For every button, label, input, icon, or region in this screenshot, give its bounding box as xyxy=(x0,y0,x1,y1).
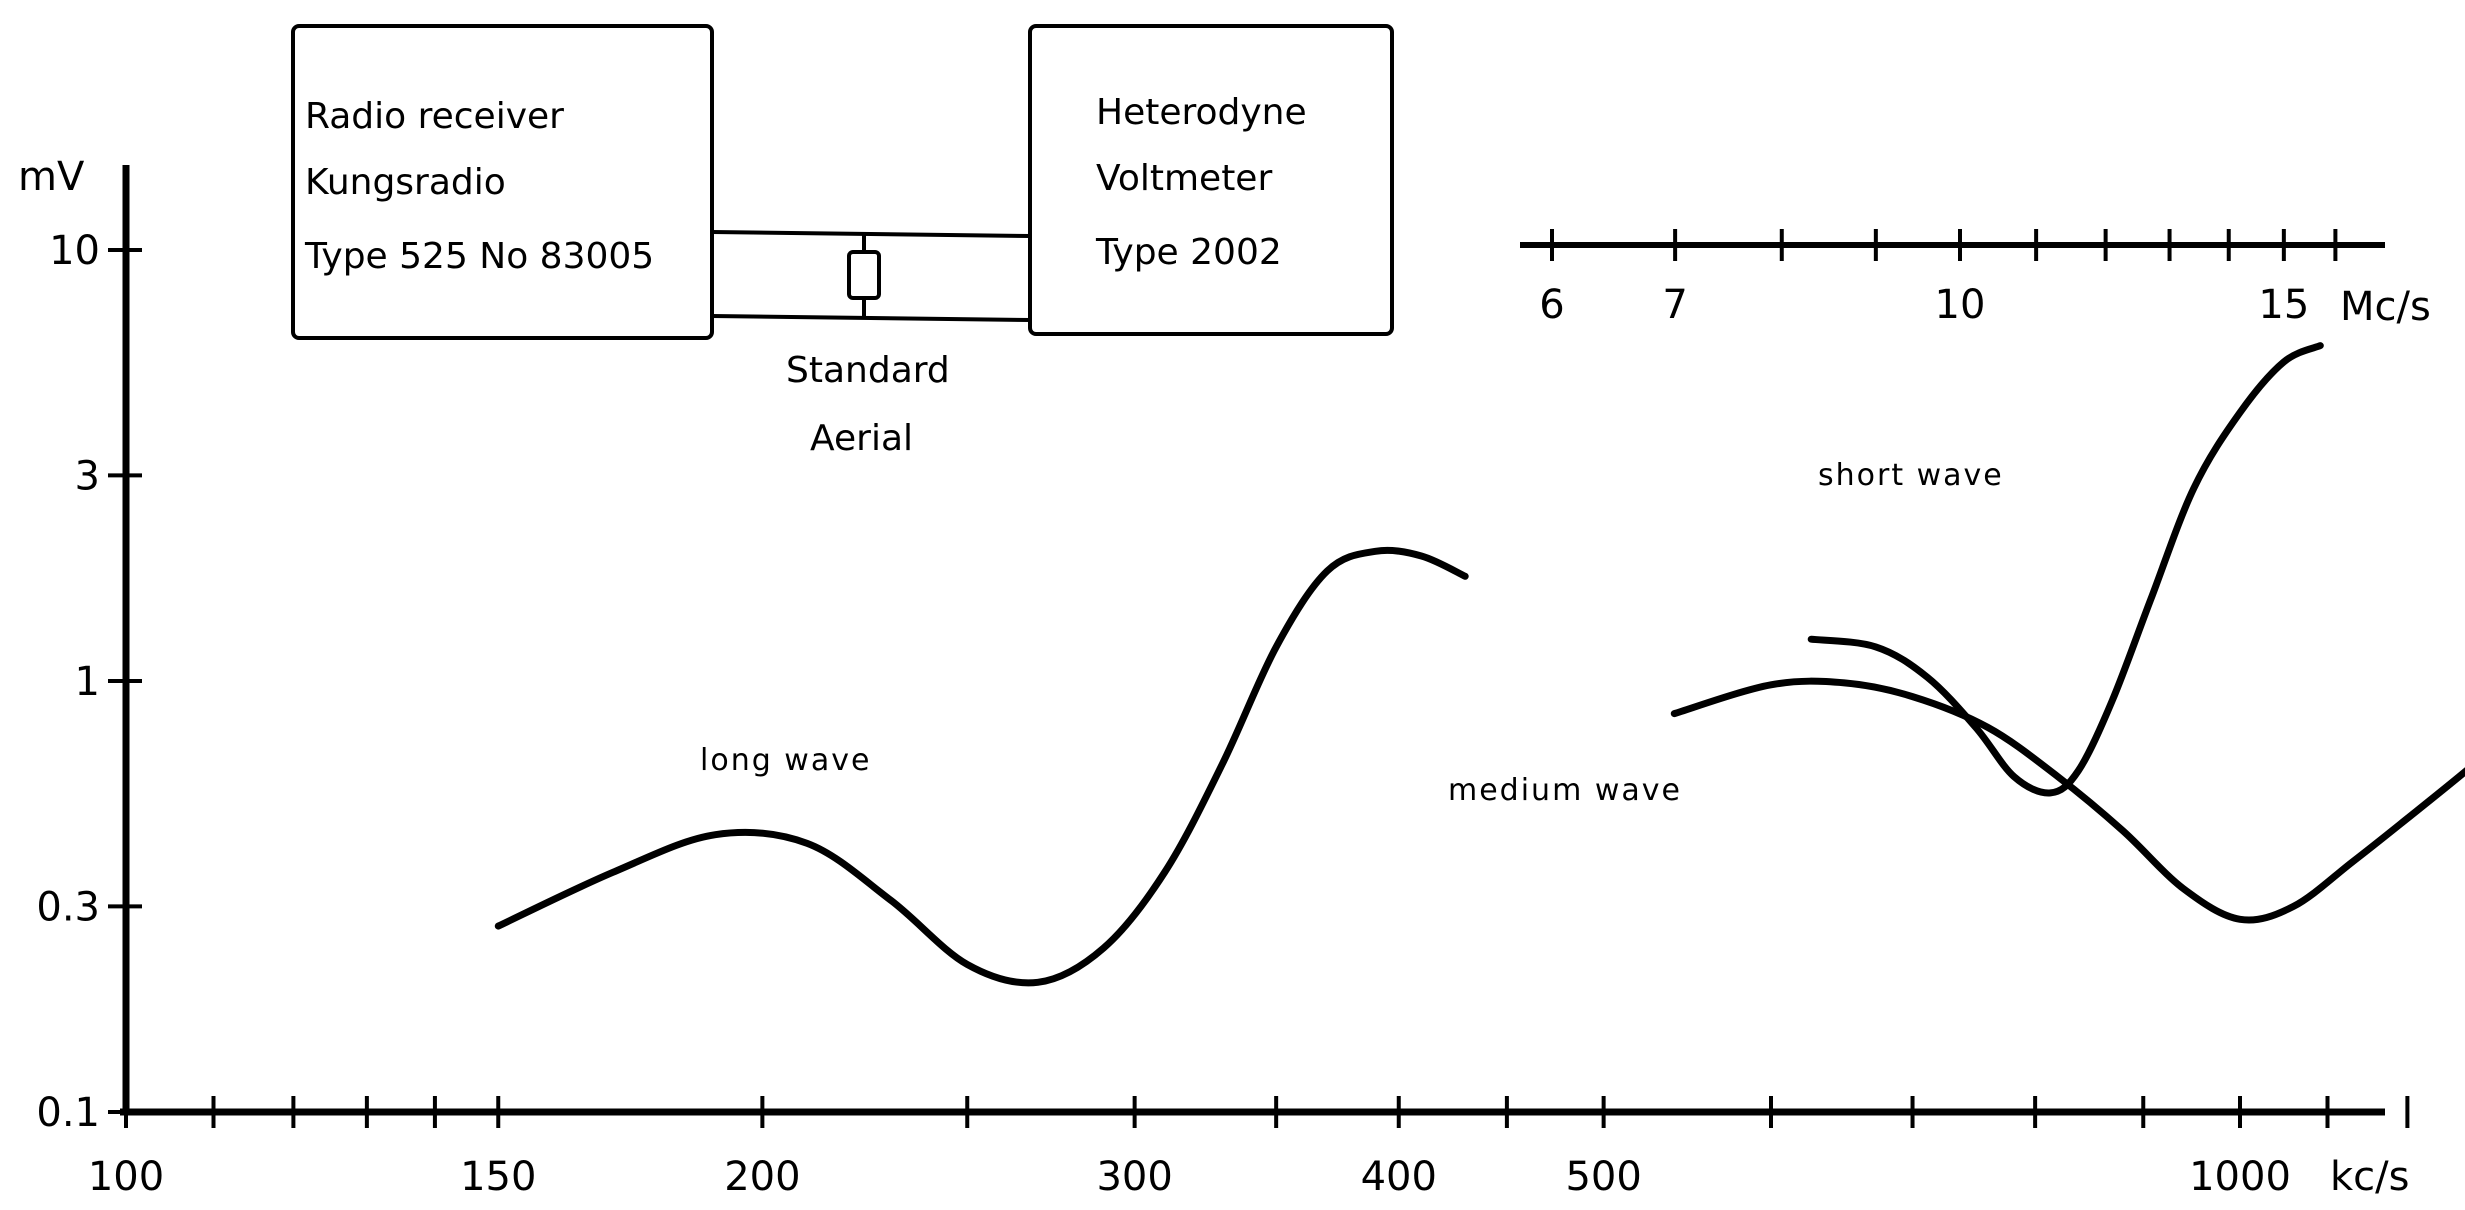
voltmeter-box xyxy=(1028,24,1394,336)
receiver-line-3: Type 525 No 83005 xyxy=(304,236,654,277)
curve-medium-wave xyxy=(1670,677,2465,924)
curve-long-wave xyxy=(494,546,1469,987)
receiver-line-2: Kungsradio xyxy=(305,162,506,203)
x-tick-label-6: 200 xyxy=(724,1154,800,1200)
y-tick-label-3: 3 xyxy=(75,453,100,499)
mc-unit-label: Mc/s xyxy=(2340,284,2431,330)
upper-wire xyxy=(711,230,1031,238)
aerial-label-2: Aerial xyxy=(810,418,913,459)
aerial-label-1: Standard xyxy=(786,350,950,391)
block-diagram: Radio receiver Kungsradio Type 525 No 83… xyxy=(291,24,1394,459)
voltmeter-line-2: Voltmeter xyxy=(1096,158,1272,199)
curve-short-wave xyxy=(1807,342,2324,797)
x-tick-label-0: 100 xyxy=(88,1154,164,1200)
receiver-line-1: Radio receiver xyxy=(305,96,564,137)
curve-label-medium-wave: medium wave xyxy=(1448,773,1682,808)
x-tick-label-12: 500 xyxy=(1565,1154,1641,1200)
curve-label-long-wave: long wave xyxy=(700,743,871,778)
mc-tick-label-1: 7 xyxy=(1662,282,1687,328)
y-tick-label-2: 1 xyxy=(75,659,100,705)
y-ticks: 0.1 0.3 1 3 10 xyxy=(36,228,142,1136)
y-tick-label-0: 0.1 xyxy=(36,1090,100,1136)
mc-tick-label-9: 15 xyxy=(2258,282,2309,328)
curve-labels: long wave medium wave short wave xyxy=(700,458,2004,808)
mc-tick-label-4: 10 xyxy=(1935,282,1986,328)
voltmeter-line-1: Heterodyne xyxy=(1096,92,1307,133)
x-tick-label-5: 150 xyxy=(460,1154,536,1200)
y-unit-label: mV xyxy=(18,154,85,200)
x-tick-label-17: 1000 xyxy=(2189,1154,2291,1200)
mc-ticks: 6 7 10 15 xyxy=(1539,229,2338,328)
x-unit-label: kc/s xyxy=(2330,1154,2409,1200)
x-tick-label-10: 400 xyxy=(1361,1154,1437,1200)
resistor-symbol xyxy=(847,250,881,300)
lower-wire xyxy=(711,314,1031,322)
curve-label-short-wave: short wave xyxy=(1818,458,2004,493)
mc-tick-label-0: 6 xyxy=(1539,282,1564,328)
curves xyxy=(494,342,2465,987)
x-tick-label-8: 300 xyxy=(1096,1154,1172,1200)
y-tick-label-4: 10 xyxy=(49,228,100,274)
receiver-box xyxy=(291,24,714,340)
y-tick-label-1: 0.3 xyxy=(36,884,100,930)
x-ticks: 10015020030040050010001500 xyxy=(88,1096,2410,1200)
voltmeter-line-3: Type 2002 xyxy=(1095,232,1282,273)
